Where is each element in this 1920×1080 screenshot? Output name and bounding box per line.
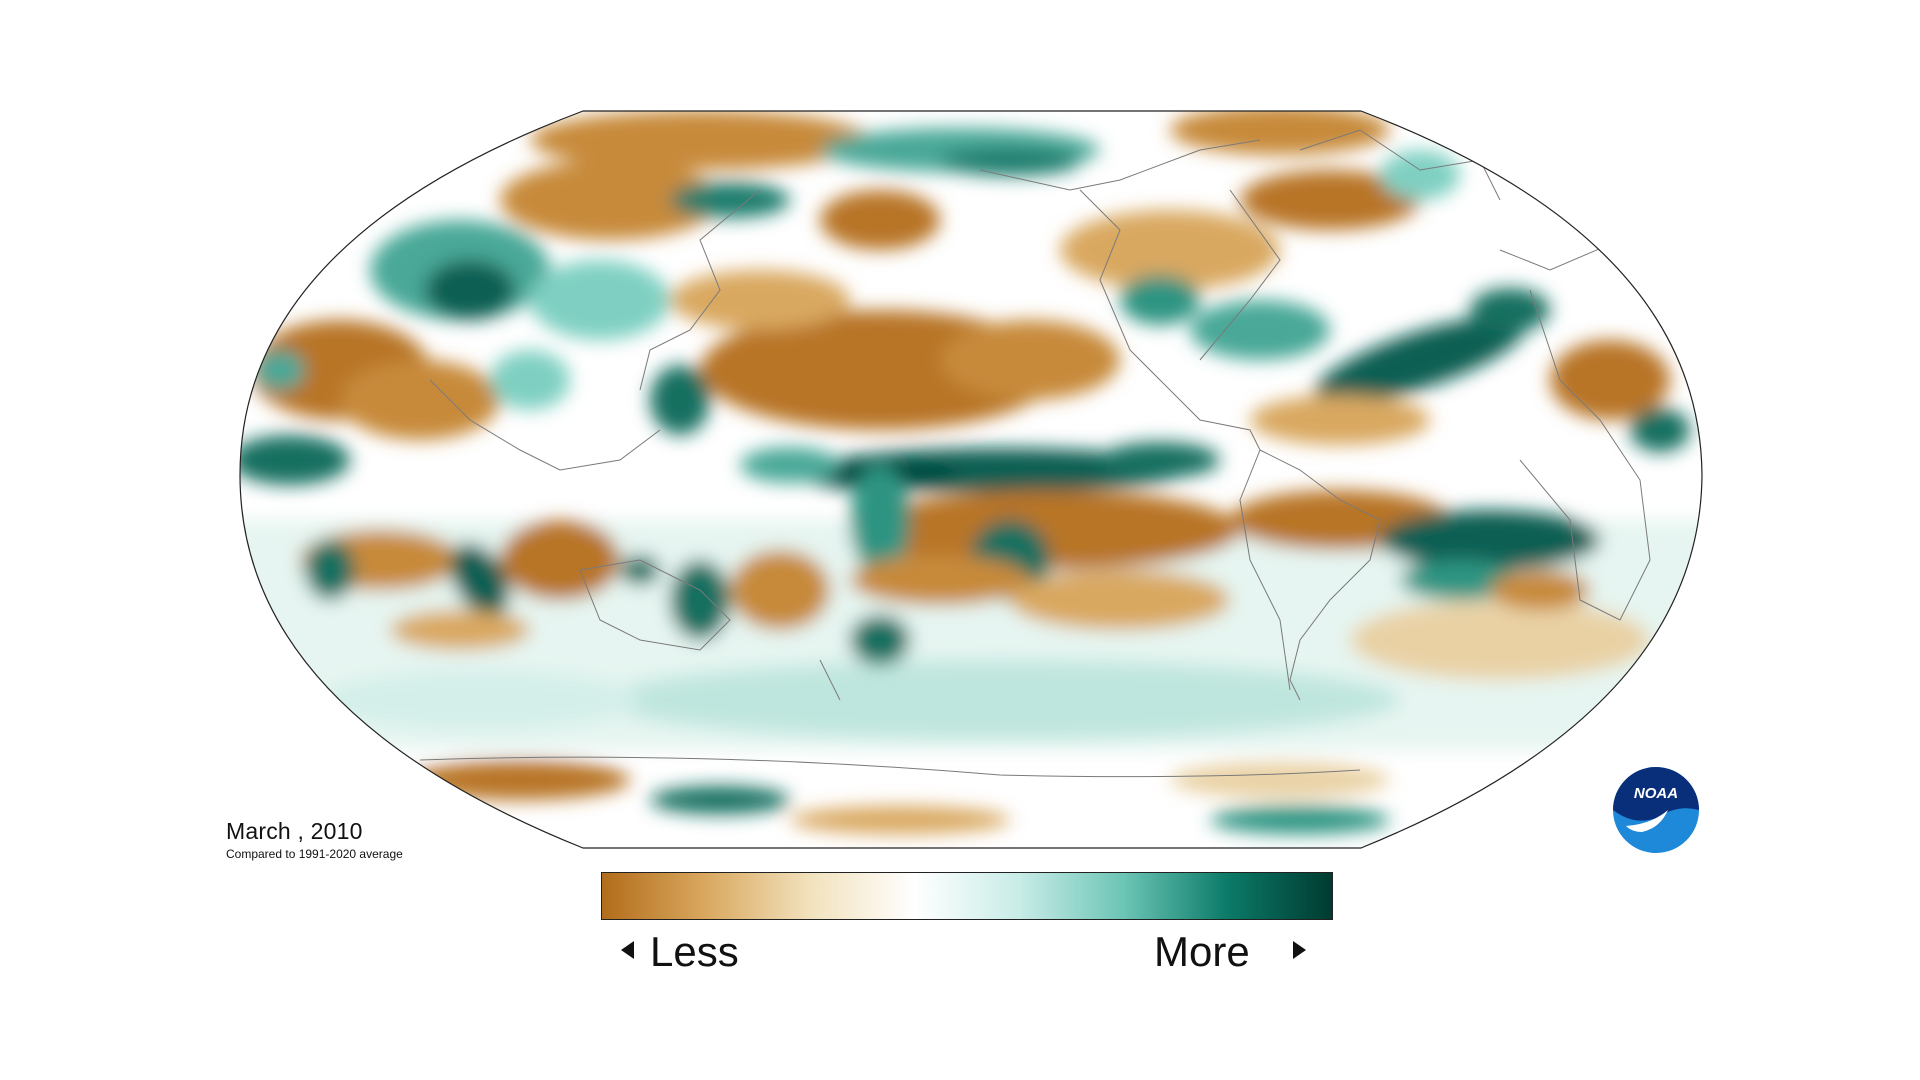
anomaly-field <box>240 111 1702 848</box>
legend-less-label: Less <box>650 928 739 975</box>
legend-more-label: More <box>1154 928 1250 975</box>
noaa-logo: NOAA <box>1613 767 1699 853</box>
left-arrow-icon <box>621 941 634 959</box>
globe-outline <box>239 110 1703 849</box>
map-date-title: March , 2010 <box>226 818 363 844</box>
right-arrow-icon <box>1293 941 1306 959</box>
baseline-subtitle: Compared to 1991-2020 average <box>226 847 403 861</box>
legend-colorbar <box>601 872 1333 920</box>
logo-text: NOAA <box>1634 785 1678 802</box>
